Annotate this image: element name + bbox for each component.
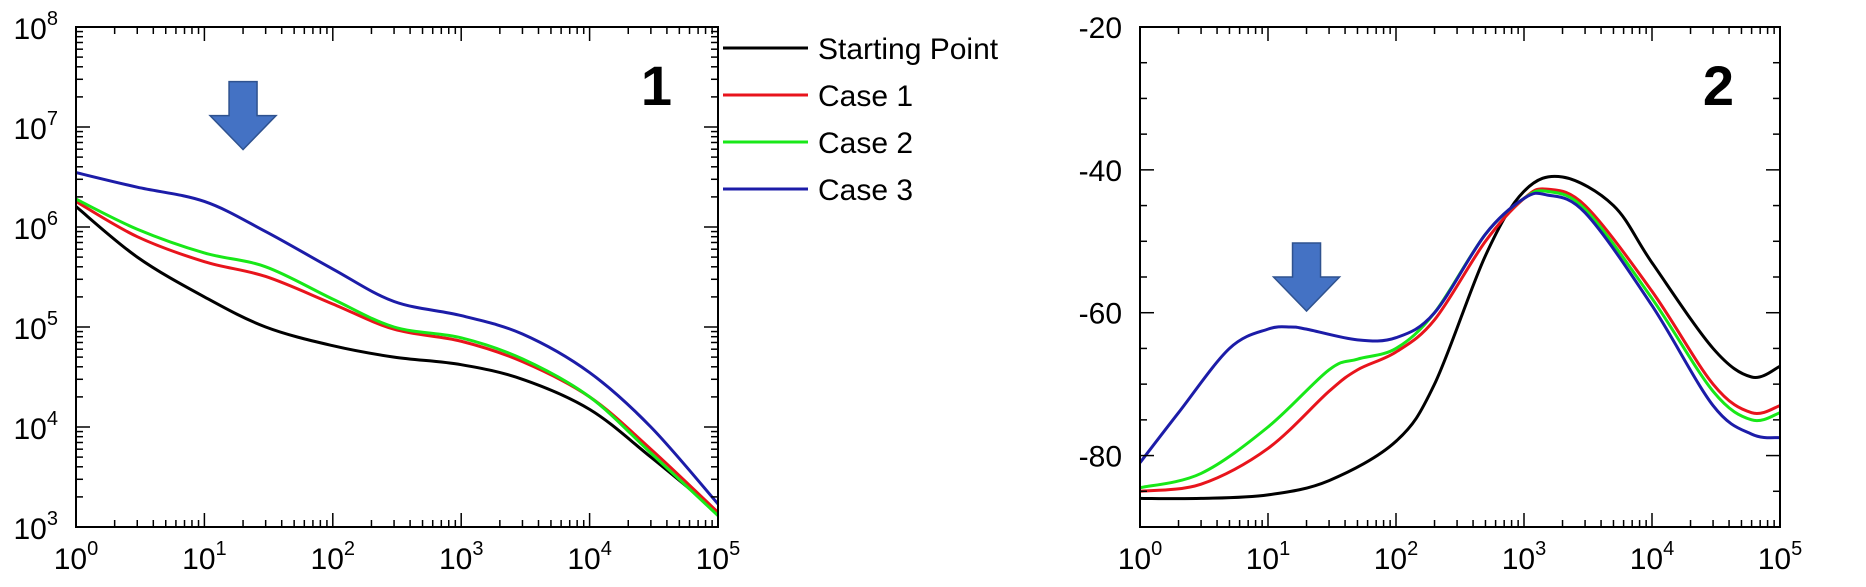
panel-number: 1 [641, 54, 672, 117]
x-tick-label: 103 [1502, 538, 1547, 576]
series-group [1140, 174, 1780, 501]
series-line-starting-point [1140, 174, 1780, 501]
legend-label-case-2: Case 2 [818, 127, 913, 160]
legend-label-starting-point: Starting Point [818, 33, 999, 66]
x-tick-label: 101 [182, 538, 227, 576]
y-tick-label: -60 [1079, 298, 1122, 331]
series-line-case-3 [1140, 191, 1780, 464]
y-tick-label: 108 [14, 8, 59, 46]
plot-frame [75, 26, 719, 528]
panel-2: 100 101 102 103 104 105 -20 -40 -60 -80 2 [1079, 12, 1803, 576]
panel-1: 100 101 102 103 104 105 103 104 105 106 107 108 1 [14, 8, 741, 576]
y-tick-label: -40 [1079, 155, 1122, 188]
series-line-case-2 [76, 197, 718, 517]
legend-label-case-3: Case 3 [818, 174, 913, 207]
series-line-case-3 [76, 171, 718, 505]
x-tick-label: 104 [1630, 538, 1675, 576]
x-tick-label: 102 [311, 538, 356, 576]
y-tick-label: 104 [14, 408, 59, 446]
y-tick-label: 105 [14, 308, 59, 346]
x-tick-label: 105 [696, 538, 741, 576]
legend-label-case-1: Case 1 [818, 80, 913, 113]
x-tick-label: 101 [1246, 538, 1291, 576]
x-tick-label: 100 [1118, 538, 1163, 576]
series-line-case-1 [1140, 187, 1780, 493]
y-tick-label: 107 [14, 108, 59, 146]
panel-number: 2 [1703, 54, 1734, 117]
down-arrow-annotation [208, 80, 278, 151]
x-tick-label: 103 [439, 538, 484, 576]
y-tick-label: 103 [14, 508, 59, 546]
x-tick-label: 105 [1758, 538, 1803, 576]
series-line-starting-point [76, 205, 718, 514]
y-tick-label: -20 [1079, 12, 1122, 45]
x-tick-label: 104 [567, 538, 612, 576]
series-group [76, 171, 718, 517]
x-tick-label: 100 [54, 538, 99, 576]
y-tick-label: 106 [14, 208, 59, 246]
y-tick-label: -80 [1079, 441, 1122, 474]
down-arrow-annotation [1271, 242, 1342, 313]
x-tick-label: 102 [1374, 538, 1419, 576]
legend: Starting Point Case 1 Case 2 Case 3 [723, 33, 999, 207]
